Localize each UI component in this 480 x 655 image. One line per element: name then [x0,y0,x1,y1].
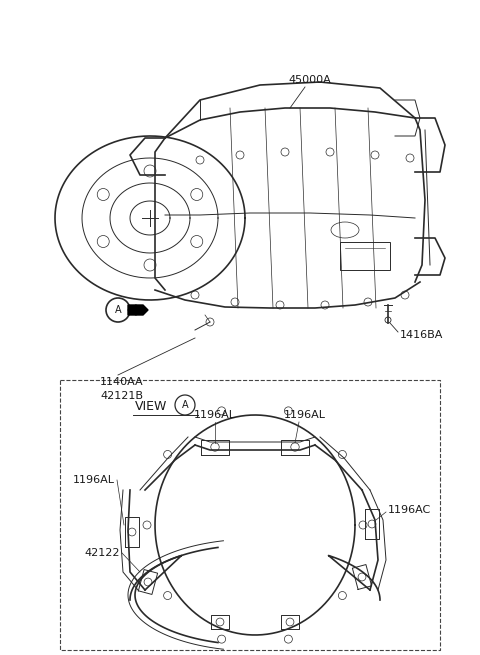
Text: 1416BA: 1416BA [400,330,444,340]
Text: 45000A: 45000A [288,75,331,85]
Text: 1140AA: 1140AA [100,377,144,387]
Text: 1196AL: 1196AL [284,410,326,420]
Polygon shape [128,305,148,310]
Polygon shape [128,310,148,315]
Text: A: A [115,305,121,315]
Text: 42121B: 42121B [100,391,143,401]
Bar [340,242,390,270]
Text: 42122: 42122 [84,548,120,558]
Text: 1196AC: 1196AC [388,505,431,515]
Text: VIEW: VIEW [135,400,168,413]
Text: A: A [182,400,188,410]
Text: 1196AL: 1196AL [194,410,236,420]
Text: 1196AL: 1196AL [73,475,115,485]
